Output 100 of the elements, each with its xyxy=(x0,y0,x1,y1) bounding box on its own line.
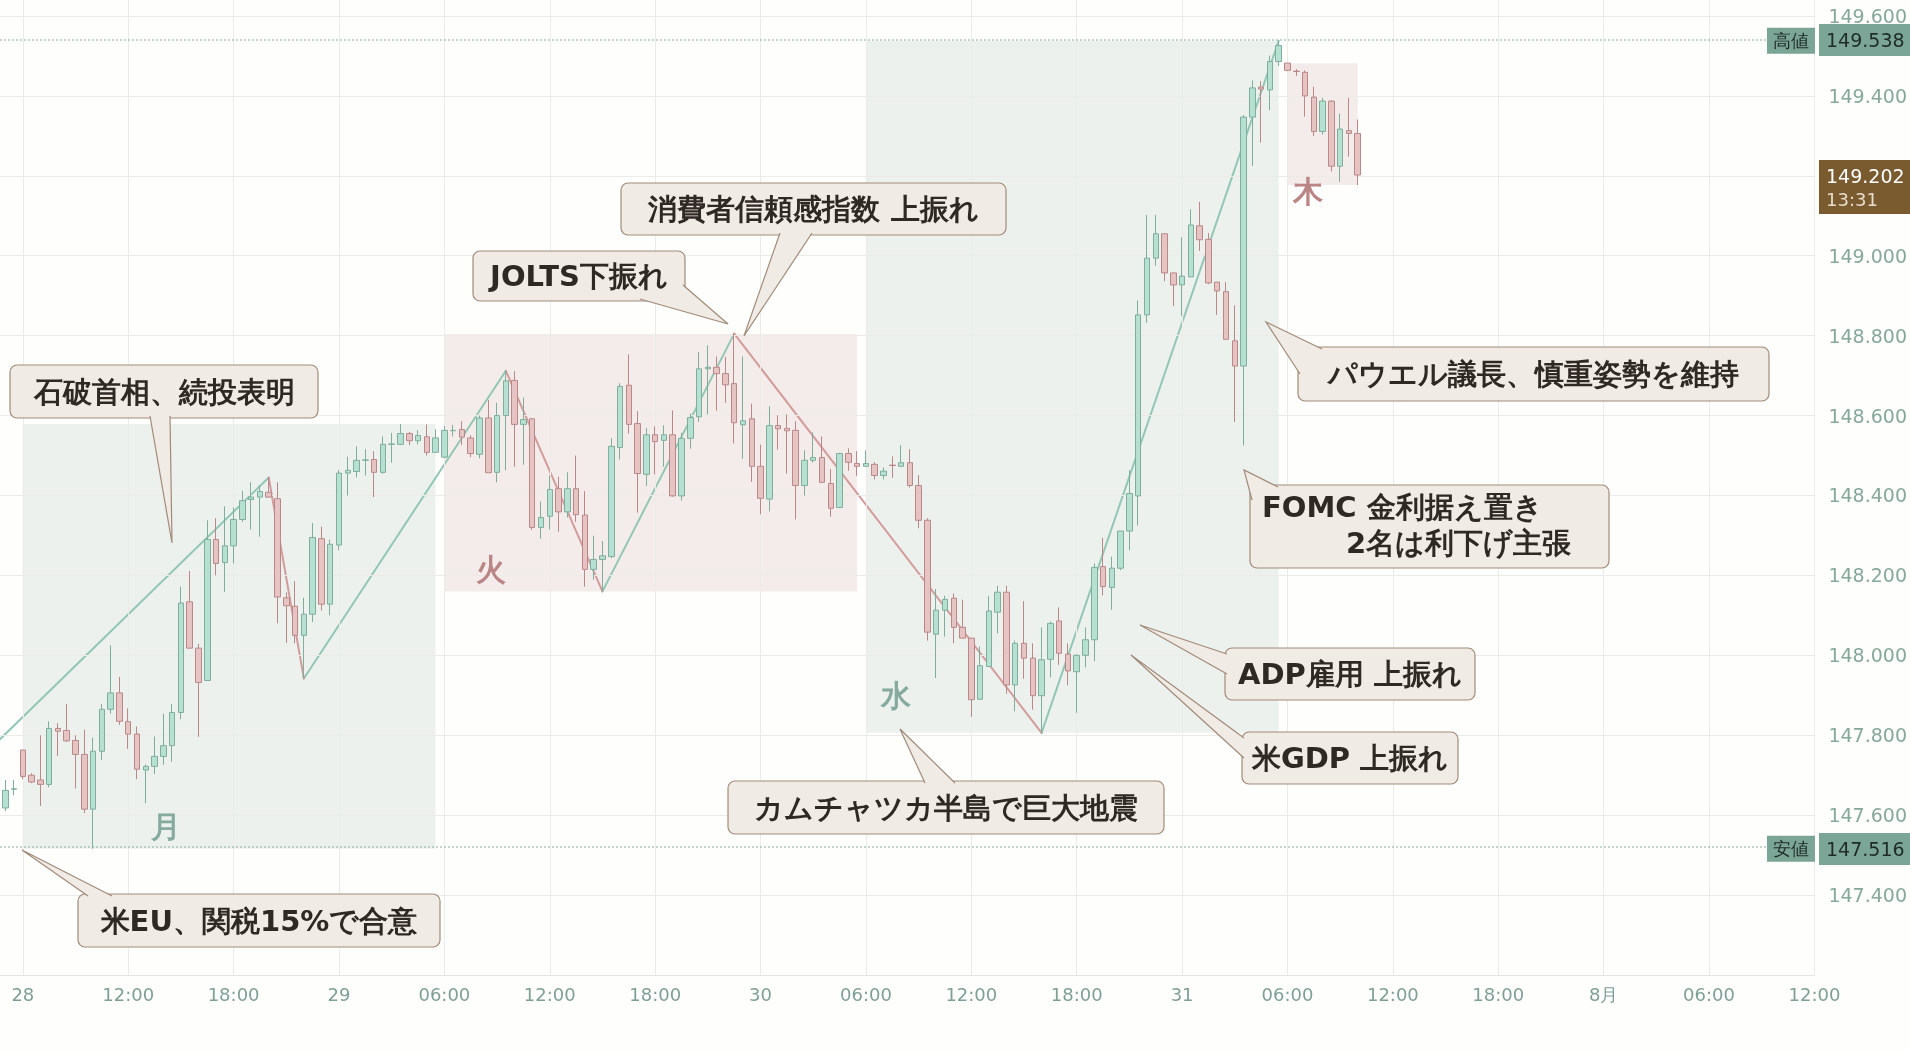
candlestick xyxy=(538,500,544,540)
ref-line-label: 高値 xyxy=(1773,30,1809,52)
candlestick xyxy=(265,477,272,499)
candlestick xyxy=(608,437,615,559)
candlestick xyxy=(959,599,966,639)
candlestick xyxy=(511,370,518,468)
candlestick xyxy=(871,461,878,481)
candlestick xyxy=(678,432,685,502)
candlestick xyxy=(257,484,263,538)
candlestick xyxy=(1258,80,1264,144)
candlestick xyxy=(933,588,939,679)
candlestick xyxy=(643,427,650,487)
candlestick xyxy=(626,353,632,435)
candlestick xyxy=(37,734,44,807)
candlestick xyxy=(415,429,421,445)
candlestick xyxy=(345,456,351,496)
candlestick xyxy=(1065,642,1071,686)
annotation: JOLTS下振れ xyxy=(488,259,668,293)
candlestick xyxy=(1030,642,1036,711)
candlestick xyxy=(547,474,553,530)
candlestick xyxy=(1337,112,1343,183)
candlestick xyxy=(713,355,720,412)
candlestick xyxy=(1223,281,1229,340)
candlestick xyxy=(1047,620,1054,678)
annotation: 米EU、関税15%で合意 xyxy=(99,903,419,938)
candlestick xyxy=(1232,304,1238,423)
candlestick xyxy=(836,452,843,508)
annotation: 石破首相、続投表明 xyxy=(32,374,295,409)
annotation: カムチャツカ半島で巨大地震 xyxy=(754,790,1138,825)
candlestick xyxy=(520,397,527,466)
y-tick-label: 149.400 xyxy=(1828,84,1908,107)
x-tick-label: 18:00 xyxy=(629,983,682,1005)
x-tick-label: 12:00 xyxy=(523,983,576,1005)
candlestick xyxy=(327,538,333,616)
candlestick xyxy=(705,344,711,415)
candlestick xyxy=(1205,232,1212,285)
y-tick-label: 147.800 xyxy=(1828,724,1908,747)
x-tick-label: 06:00 xyxy=(418,983,471,1005)
candlestick xyxy=(1126,469,1133,551)
candlestick xyxy=(1196,201,1203,252)
candlestick xyxy=(669,409,676,498)
candlestick xyxy=(942,595,948,638)
candlestick xyxy=(1073,653,1080,714)
y-tick-label: 148.400 xyxy=(1828,484,1908,507)
candlestick xyxy=(134,725,140,780)
candlestick xyxy=(617,382,623,461)
candlestick xyxy=(204,519,211,681)
annotation: 消費者信頼感指数 上振れ xyxy=(647,192,979,226)
x-tick-label: 06:00 xyxy=(1261,983,1314,1005)
candlestick xyxy=(1249,79,1256,167)
candlestick xyxy=(1293,68,1300,77)
candlestick xyxy=(1346,97,1352,158)
candlestick xyxy=(880,467,887,481)
candlestick xyxy=(1003,585,1010,695)
candlestick xyxy=(283,591,290,644)
candlestick xyxy=(529,417,535,531)
x-tick-label: 12:00 xyxy=(1366,983,1419,1005)
candlestick xyxy=(143,763,149,804)
candlestick xyxy=(274,481,281,624)
ref-line-label: 安値 xyxy=(1773,838,1809,860)
y-tick-label: 148.200 xyxy=(1828,564,1908,587)
candlestick xyxy=(924,517,931,642)
candlestick xyxy=(1117,530,1124,571)
candlestick xyxy=(968,637,975,718)
x-tick-label: 12:00 xyxy=(945,983,998,1005)
candlestick xyxy=(107,644,114,715)
candlestick xyxy=(582,490,588,588)
text: 149.538 xyxy=(1826,29,1905,51)
candlestick xyxy=(11,779,17,796)
candlestick xyxy=(994,585,1001,634)
candlestick xyxy=(459,420,465,446)
candlestick xyxy=(766,405,773,512)
candlestick xyxy=(380,435,386,475)
band-label: 木 xyxy=(1292,173,1324,209)
candlestick xyxy=(1275,40,1282,67)
candlestick xyxy=(388,432,395,464)
candlestick xyxy=(116,676,123,726)
x-tick-label: 31 xyxy=(1170,983,1194,1005)
candlestick xyxy=(55,722,61,757)
candlestick xyxy=(898,444,904,467)
x-tick-label: 12:00 xyxy=(102,983,155,1005)
candlestick xyxy=(1354,118,1361,186)
y-tick-label: 149.600 xyxy=(1828,4,1908,27)
y-tick-label: 149.000 xyxy=(1828,244,1908,267)
candlestick xyxy=(784,413,790,475)
x-tick-label: 06:00 xyxy=(840,983,892,1005)
candlestick xyxy=(467,434,474,458)
band-label: 火 xyxy=(476,551,506,587)
x-tick-label: 18:00 xyxy=(1050,983,1103,1005)
candlestick xyxy=(1214,281,1220,316)
candlestick xyxy=(230,506,237,564)
y-tick-label: 148.800 xyxy=(1828,324,1908,347)
band-label: 月 xyxy=(150,808,181,844)
y-tick-label: 148.600 xyxy=(1828,404,1908,427)
candlestick xyxy=(2,779,9,812)
candlestick xyxy=(740,355,746,460)
candlestick xyxy=(1161,233,1168,282)
candlestick xyxy=(195,643,202,738)
candlestick xyxy=(1311,86,1317,137)
candlestick xyxy=(476,415,483,459)
